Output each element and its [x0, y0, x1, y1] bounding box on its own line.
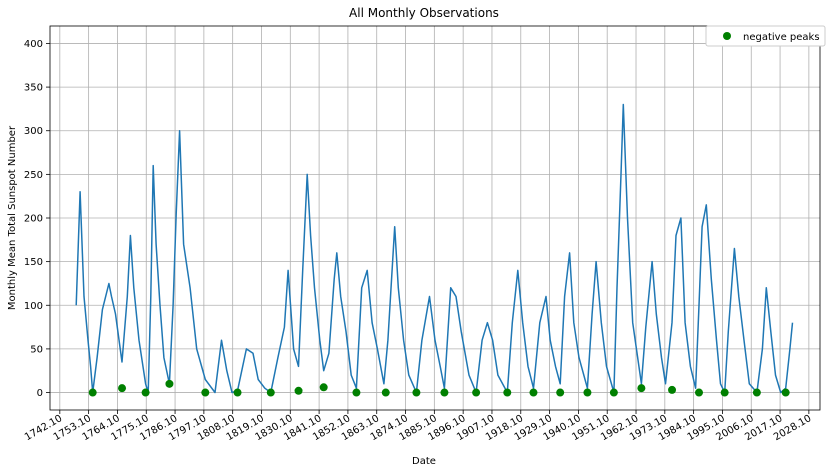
- series-layer: [75, 103, 794, 397]
- negative-peak-point: [201, 388, 210, 397]
- negative-peak-point: [165, 379, 174, 388]
- negative-peak-point: [752, 388, 761, 397]
- negative-peak-point: [472, 388, 481, 397]
- chart-title: All Monthly Observations: [349, 6, 499, 20]
- y-tick-label: 100: [24, 301, 43, 312]
- negative-peak-point: [141, 388, 150, 397]
- y-axis-title: Monthly Mean Total Sunspot Number: [7, 125, 18, 310]
- y-tick-label: 300: [24, 126, 43, 137]
- negative-peak-point: [720, 388, 729, 397]
- negative-peak-point: [88, 388, 97, 397]
- negative-peak-point: [319, 383, 328, 392]
- legend-marker-negative-peaks: [723, 32, 731, 40]
- y-tick-label: 0: [37, 388, 43, 399]
- negative-peak-point: [637, 384, 646, 393]
- negative-peak-point: [381, 388, 390, 397]
- negative-peak-point: [412, 388, 421, 397]
- x-axis-title: Date: [412, 456, 436, 467]
- negative-peak-point: [233, 388, 242, 397]
- negative-peak-point: [695, 388, 703, 397]
- x-axis: 1742.101753.101764.101775.101786.101797.…: [23, 410, 813, 443]
- negative-peak-point: [609, 388, 618, 397]
- negative-peak-point: [266, 388, 275, 397]
- negative-peak-point: [118, 384, 127, 393]
- legend-box: [705, 25, 826, 47]
- negative-peak-point: [583, 388, 592, 397]
- negative-peak-point: [781, 388, 790, 397]
- negative-peak-point: [668, 385, 677, 394]
- y-tick-label: 150: [24, 257, 43, 268]
- y-tick-label: 50: [30, 344, 43, 355]
- legend: negative peaks: [705, 25, 826, 47]
- y-tick-label: 200: [24, 214, 43, 225]
- negative-peak-point: [294, 386, 303, 395]
- negative-peak-point: [529, 388, 538, 397]
- series-line-0: [75, 103, 794, 394]
- negative-peak-point: [352, 388, 361, 397]
- negative-peak-point: [503, 388, 512, 397]
- y-tick-label: 400: [24, 39, 43, 50]
- y-tick-label: 250: [24, 170, 43, 181]
- y-axis: 0 50 100 150 200 250 300 350 400: [24, 39, 50, 399]
- y-tick-label: 350: [24, 83, 43, 94]
- legend-label-negative-peaks: negative peaks: [743, 32, 820, 43]
- negative-peak-point: [556, 388, 565, 397]
- negative-peak-point: [440, 388, 449, 397]
